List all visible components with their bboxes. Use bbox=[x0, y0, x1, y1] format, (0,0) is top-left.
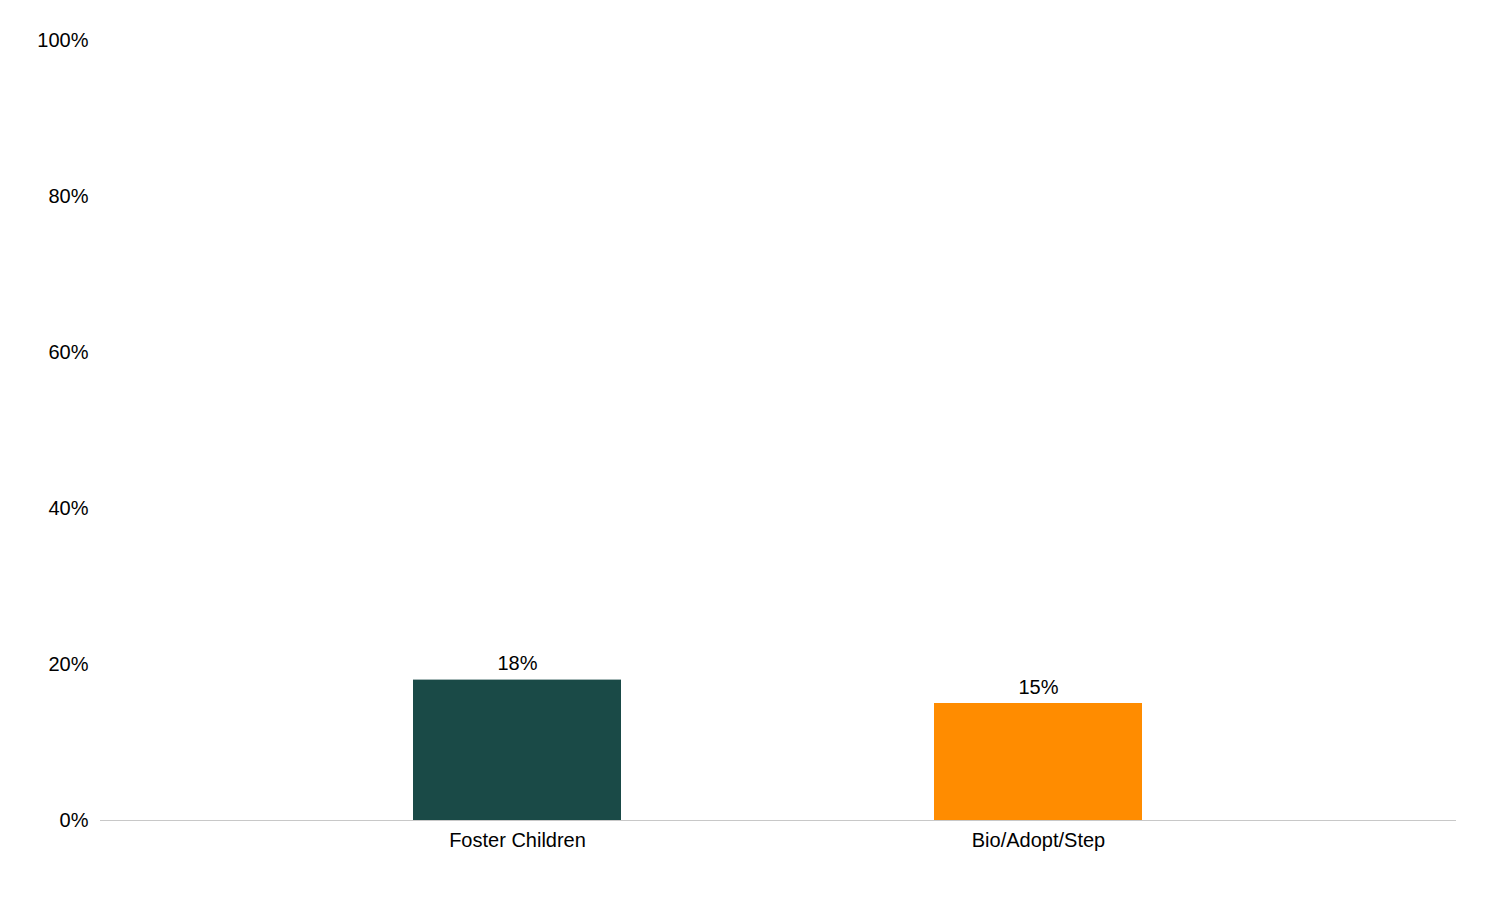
svg-text:Bio/Adopt/Step: Bio/Adopt/Step bbox=[972, 829, 1105, 851]
svg-text:80%: 80% bbox=[48, 185, 88, 207]
svg-text:15%: 15% bbox=[1018, 676, 1058, 698]
svg-text:60%: 60% bbox=[48, 341, 88, 363]
svg-text:100%: 100% bbox=[37, 29, 88, 51]
svg-text:0%: 0% bbox=[60, 809, 89, 831]
svg-text:40%: 40% bbox=[48, 497, 88, 519]
svg-text:18%: 18% bbox=[497, 652, 537, 674]
svg-text:20%: 20% bbox=[48, 653, 88, 675]
svg-text:Foster Children: Foster Children bbox=[449, 829, 586, 851]
